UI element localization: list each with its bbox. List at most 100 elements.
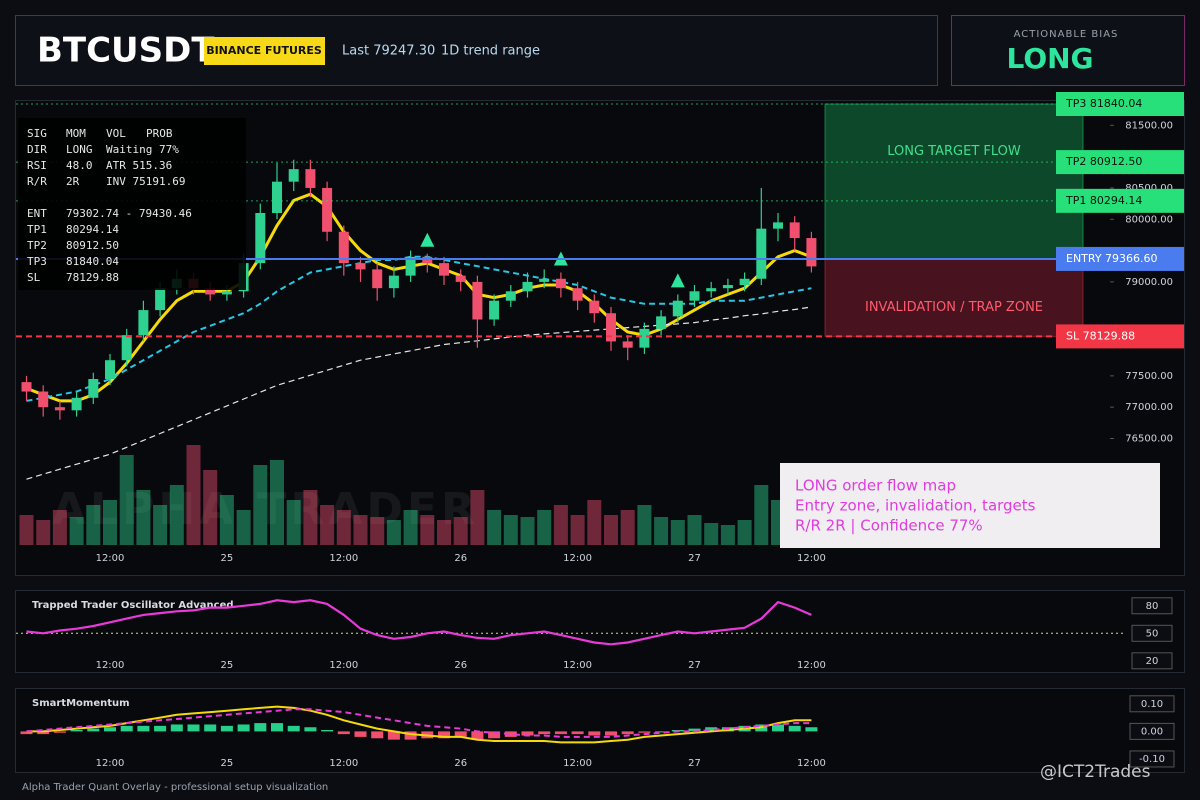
volume-bar bbox=[69, 517, 84, 545]
x-tick-label: 25 bbox=[221, 758, 234, 769]
momentum-bar bbox=[454, 731, 467, 737]
x-tick-label: 12:00 bbox=[329, 758, 358, 769]
volume-bar bbox=[153, 505, 168, 545]
volume-bar bbox=[219, 495, 234, 545]
candle-body bbox=[689, 291, 700, 301]
volume-bar bbox=[620, 510, 635, 545]
y-tick-label: 81500.00 bbox=[1125, 120, 1173, 131]
volume-bar bbox=[303, 490, 318, 545]
momentum-bar bbox=[488, 731, 501, 739]
y-tick-label: 20 bbox=[1146, 656, 1159, 667]
x-tick-label: 12:00 bbox=[96, 660, 125, 671]
momentum-bar bbox=[605, 731, 617, 736]
candle-body bbox=[305, 169, 316, 188]
x-tick-label: 27 bbox=[688, 553, 701, 564]
candle-body bbox=[706, 288, 717, 292]
info-cell: 78129.88 bbox=[66, 271, 119, 284]
level-label: TP1 80294.14 bbox=[1065, 194, 1142, 207]
momentum-bar bbox=[137, 725, 150, 732]
candle-body bbox=[806, 238, 817, 267]
momentum-bar bbox=[805, 727, 818, 732]
volume-bar bbox=[103, 500, 117, 545]
volume-bar bbox=[537, 510, 552, 545]
volume-bar bbox=[136, 490, 151, 545]
y-tick-box bbox=[1129, 695, 1175, 713]
level-tag bbox=[1056, 188, 1184, 213]
note-line: LONG order flow map bbox=[795, 477, 956, 495]
momentum-bar bbox=[87, 728, 100, 732]
panel-title: SmartMomentum bbox=[32, 698, 130, 709]
symbol: BTCUSDT bbox=[37, 31, 215, 71]
info-cell: ATR 515.36 bbox=[106, 159, 172, 172]
level-tag bbox=[1056, 150, 1184, 175]
info-cell: INV 75191.69 bbox=[106, 175, 185, 188]
momentum-bar bbox=[120, 725, 133, 732]
candle-body bbox=[505, 291, 516, 301]
zone bbox=[824, 258, 1084, 337]
momentum-bar bbox=[788, 725, 801, 732]
momentum-line bbox=[26, 708, 812, 738]
info-cell: PROB bbox=[146, 127, 173, 140]
panel-title: Trapped Trader Oscillator Advanced bbox=[32, 600, 234, 611]
zone bbox=[824, 103, 1084, 260]
last-price: Last 79247.30 bbox=[342, 44, 435, 59]
momentum-bar bbox=[254, 723, 267, 732]
x-tick-label: 12:00 bbox=[563, 553, 592, 564]
momentum-bar bbox=[521, 731, 534, 736]
candle-body bbox=[589, 300, 600, 314]
x-tick-label: 27 bbox=[688, 660, 701, 671]
y-tick-box bbox=[1129, 722, 1175, 740]
x-tick-label: 12:00 bbox=[797, 660, 826, 671]
credit: @ICT2Trades bbox=[1040, 762, 1151, 782]
candle-body bbox=[355, 263, 366, 270]
info-cell: 80294.14 bbox=[66, 223, 119, 236]
candle-body bbox=[672, 300, 683, 317]
info-cell: TP3 bbox=[27, 255, 47, 268]
volume-bar bbox=[654, 517, 669, 545]
candle-body bbox=[121, 335, 132, 361]
info-cell: 2R bbox=[66, 175, 80, 188]
momentum-bar bbox=[20, 731, 33, 735]
x-tick-label: 25 bbox=[221, 660, 234, 671]
momentum-bar bbox=[404, 731, 417, 740]
volume-bar bbox=[386, 520, 401, 545]
y-tick-box bbox=[1129, 750, 1175, 768]
momentum-bar bbox=[187, 724, 200, 732]
momentum-bar bbox=[571, 731, 584, 735]
bias: LONG bbox=[1006, 42, 1093, 75]
candle-body bbox=[88, 378, 99, 398]
momentum-bar bbox=[304, 727, 317, 732]
volume-bar bbox=[119, 455, 134, 545]
volume-bar bbox=[720, 525, 735, 545]
candle-body bbox=[21, 382, 32, 392]
volume-bar bbox=[203, 470, 218, 545]
x-tick-label: 25 bbox=[221, 553, 234, 564]
candle-body bbox=[405, 256, 416, 276]
bias-box bbox=[951, 15, 1185, 86]
oscillator-line bbox=[26, 599, 812, 646]
buy-signal bbox=[420, 232, 435, 247]
info-cell: DIR bbox=[27, 143, 47, 156]
y-tick-label: 0.10 bbox=[1141, 699, 1163, 710]
x-tick-label: 12:00 bbox=[329, 553, 358, 564]
candle-body bbox=[606, 313, 616, 342]
momentum-bar bbox=[371, 731, 384, 739]
momentum-bar bbox=[354, 731, 367, 737]
momentum-bar bbox=[53, 731, 66, 733]
zone-label: INVALIDATION / TRAP ZONE bbox=[865, 300, 1043, 315]
info-cell: SIG bbox=[27, 127, 47, 140]
info-cell: 48.0 bbox=[66, 159, 93, 172]
candle-body bbox=[722, 285, 733, 289]
volume-bar bbox=[236, 510, 251, 545]
y-tick-label: 50 bbox=[1146, 628, 1159, 639]
candle-body bbox=[388, 275, 399, 289]
candle-body bbox=[539, 278, 550, 282]
info-cell: MOM bbox=[66, 127, 86, 140]
volume-bar bbox=[637, 505, 652, 545]
volume-bar bbox=[670, 520, 685, 545]
volume-bar bbox=[403, 510, 418, 545]
info-cell: RSI bbox=[27, 159, 47, 172]
candle-body bbox=[221, 291, 232, 295]
momentum-bar bbox=[471, 731, 484, 740]
candle-body bbox=[555, 278, 566, 289]
